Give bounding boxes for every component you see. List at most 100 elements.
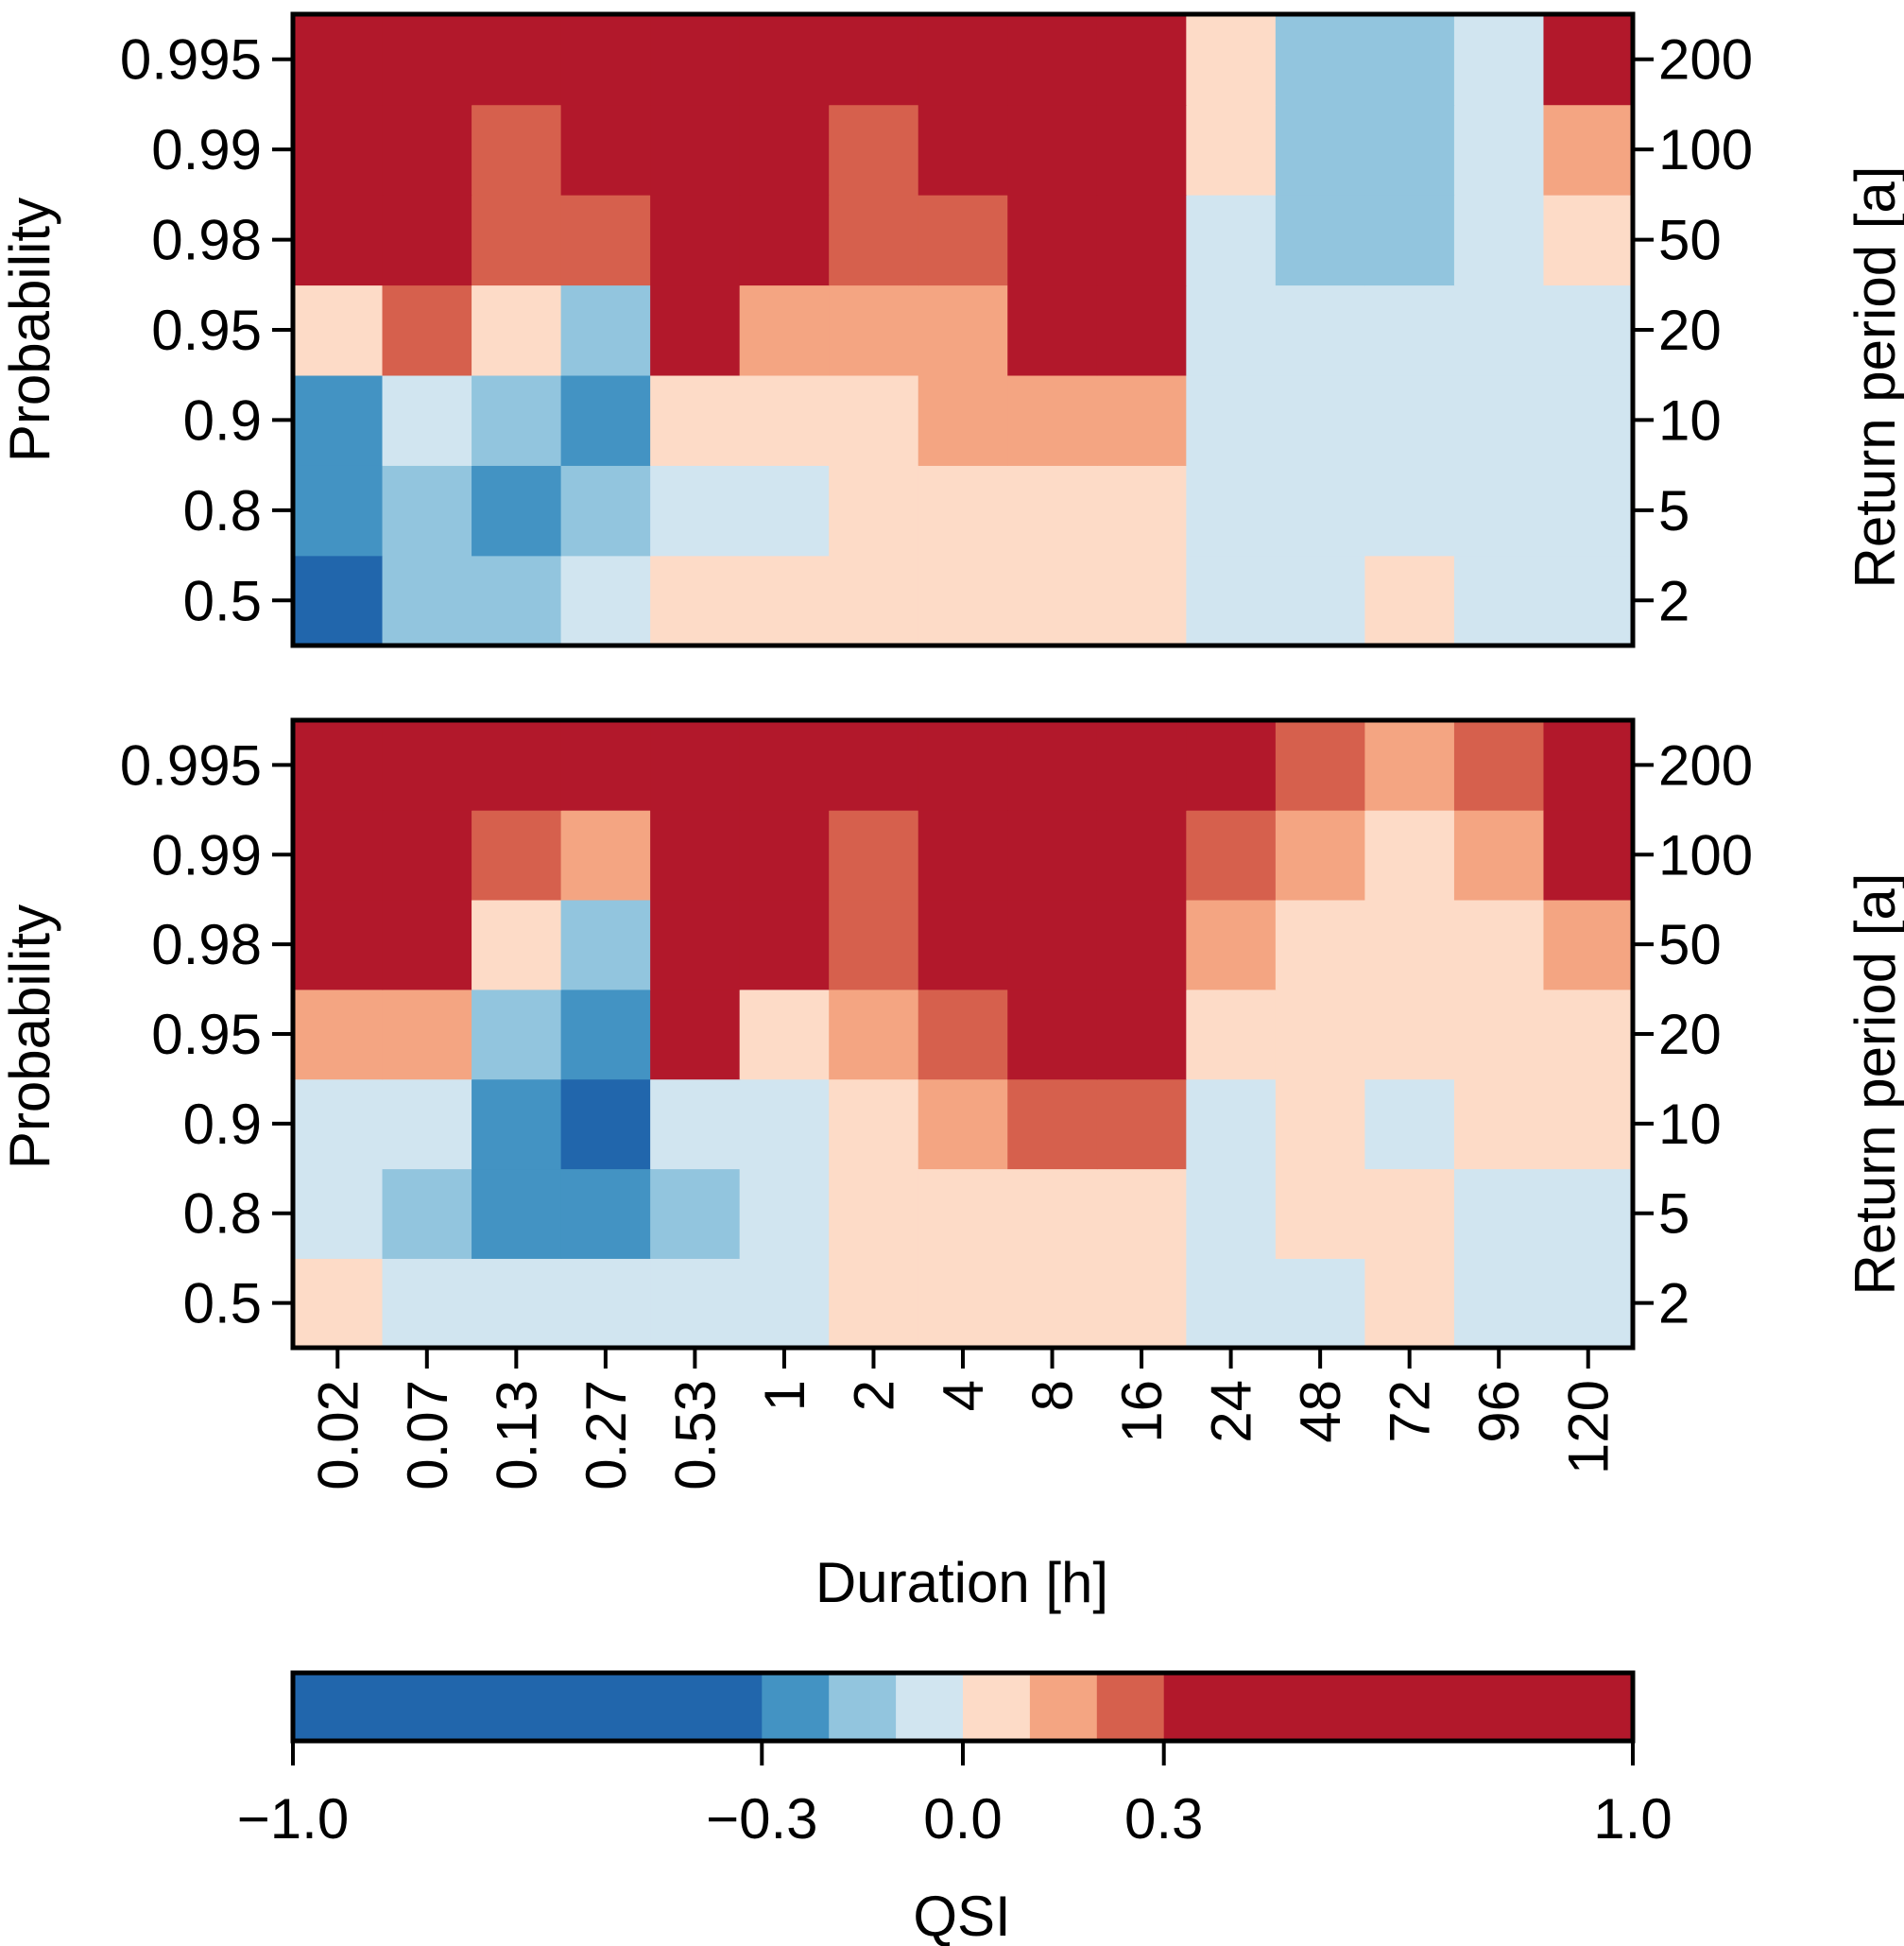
top-heatmap-cell — [1007, 374, 1098, 466]
colorbar-tick-label: 0.3 — [1124, 1787, 1203, 1851]
bottom-heatmap-cell — [382, 899, 472, 990]
colorbar-segment — [829, 1673, 897, 1741]
top-heatmap-cell — [1453, 284, 1545, 376]
top-heatmap-cell — [829, 194, 919, 286]
top-heatmap-cell — [829, 374, 919, 466]
bottom-heatmap-cell — [472, 1258, 562, 1349]
top-heatmap-cell — [1453, 374, 1545, 466]
top-heatmap-panel: 0.5 0.8 0.9 0.95 0.98 0.99 0.995 2 5 10 20 50 100 20… — [0, 11, 1904, 648]
bottom-heatmap-cell — [1275, 1078, 1366, 1170]
top-heatmap-cell — [1453, 465, 1545, 557]
bottom-heatmap-cell — [1543, 1078, 1634, 1170]
top-heatmap-cell — [293, 555, 384, 646]
top-heatmap-cell — [472, 465, 562, 557]
bottom-heatmap-cell — [382, 1078, 472, 1170]
bottom-heatmap-cell — [1007, 1258, 1098, 1349]
bottom-heatmap-cell — [293, 720, 384, 811]
top-heatmap-cell — [829, 104, 919, 196]
top-heatmap-cell — [560, 555, 651, 646]
top-heatmap-cell — [1275, 284, 1366, 376]
bottom-heatmap-cell — [1364, 899, 1455, 990]
duration-tick-label: 0.02 — [306, 1380, 369, 1490]
top-heatmap-cell — [560, 284, 651, 376]
top-heatmap-cell — [1543, 14, 1634, 106]
bottom-heatmap-cell — [829, 899, 919, 990]
bottom-heatmap-cell — [1096, 989, 1188, 1080]
top-heatmap-cell — [1096, 284, 1188, 376]
top-probability-tick-label: 0.9 — [183, 388, 262, 452]
bottom-heatmap-cell — [829, 1168, 919, 1259]
bottom-heatmap-cell — [1453, 989, 1545, 1080]
bottom-heatmap-cell — [650, 809, 741, 901]
top-heatmap-cell — [1186, 555, 1277, 646]
top-heatmap-cell — [650, 555, 741, 646]
top-heatmap-cell — [382, 555, 472, 646]
top-heatmap-cell — [739, 104, 830, 196]
bottom-heatmap-cell — [829, 809, 919, 901]
top-heatmap-cell — [1096, 14, 1188, 106]
top-heatmap-cell — [293, 104, 384, 196]
bottom-heatmap-cell — [739, 1078, 830, 1170]
top-heatmap-cell — [829, 465, 919, 557]
top-heatmap-cell — [560, 194, 651, 286]
colorbar-segment — [1096, 1673, 1165, 1741]
bottom-heatmap-cell — [293, 1168, 384, 1259]
bottom-heatmap-cell — [1186, 1078, 1277, 1170]
bottom-probability-axis-title: Probability — [0, 904, 61, 1169]
bottom-return-period-tick-label: 200 — [1658, 733, 1753, 797]
top-return-period-tick-label: 2 — [1658, 569, 1690, 632]
duration-tick-label: 96 — [1467, 1380, 1531, 1443]
top-heatmap-cell — [1007, 14, 1098, 106]
top-heatmap-cell — [472, 14, 562, 106]
colorbar-segment — [1029, 1673, 1098, 1741]
bottom-heatmap-cell — [918, 1078, 1009, 1170]
colorbar-tick-label: −0.3 — [706, 1787, 817, 1851]
bottom-heatmap-cell — [1364, 1168, 1455, 1259]
bottom-heatmap-cell — [1453, 1078, 1545, 1170]
top-heatmap-cell — [382, 465, 472, 557]
bottom-heatmap-cell — [1007, 809, 1098, 901]
bottom-heatmap-cell — [918, 899, 1009, 990]
colorbar-segments — [293, 1673, 1634, 1741]
top-heatmap-cell — [1007, 465, 1098, 557]
top-heatmap-cell — [293, 14, 384, 106]
duration-tick-label: 4 — [932, 1380, 995, 1411]
bottom-return-period-tick-label: 100 — [1658, 823, 1753, 887]
bottom-heatmap-cell — [650, 1078, 741, 1170]
bottom-heatmap-cell — [560, 989, 651, 1080]
qsi-colorbar: −1.0 −0.3 0.0 0.3 1.0 QSI — [237, 1670, 1672, 1946]
top-heatmap-cell — [650, 284, 741, 376]
bottom-heatmap-cell — [382, 1168, 472, 1259]
top-heatmap-cell — [1364, 374, 1455, 466]
bottom-heatmap-cell — [739, 720, 830, 811]
bottom-heatmap-cell — [650, 1258, 741, 1349]
top-return-period-tick-label: 50 — [1658, 209, 1722, 272]
top-heatmap-cell — [293, 374, 384, 466]
duration-tick-label: 2 — [842, 1380, 905, 1411]
bottom-heatmap-cell — [1186, 989, 1277, 1080]
bottom-heatmap-cell — [293, 989, 384, 1080]
bottom-heatmap-cell — [918, 1258, 1009, 1349]
top-heatmap-cell — [1453, 104, 1545, 196]
top-heatmap-cell — [382, 374, 472, 466]
bottom-heatmap-cell — [1007, 899, 1098, 990]
top-heatmap-cell — [472, 374, 562, 466]
bottom-heatmap-cell — [1007, 989, 1098, 1080]
bottom-probability-tick-label: 0.9 — [183, 1093, 262, 1156]
bottom-heatmap-cell — [918, 989, 1009, 1080]
bottom-heatmap-cell — [1543, 899, 1634, 990]
colorbar-segment — [293, 1673, 763, 1741]
duration-tick-label: 0.13 — [485, 1380, 548, 1490]
top-heatmap-cell — [472, 104, 562, 196]
bottom-heatmap-cell — [1364, 720, 1455, 811]
bottom-probability-tick-label: 0.99 — [151, 823, 262, 887]
top-probability-tick-label: 0.995 — [120, 28, 262, 92]
colorbar-segment — [963, 1673, 1031, 1741]
top-probability-tick-label: 0.8 — [183, 479, 262, 542]
top-heatmap-cell — [472, 284, 562, 376]
bottom-return-period-tick-label: 5 — [1658, 1182, 1690, 1246]
top-heatmap-cell — [739, 465, 830, 557]
bottom-heatmap-cell — [472, 720, 562, 811]
bottom-heatmap-cell — [1364, 1078, 1455, 1170]
